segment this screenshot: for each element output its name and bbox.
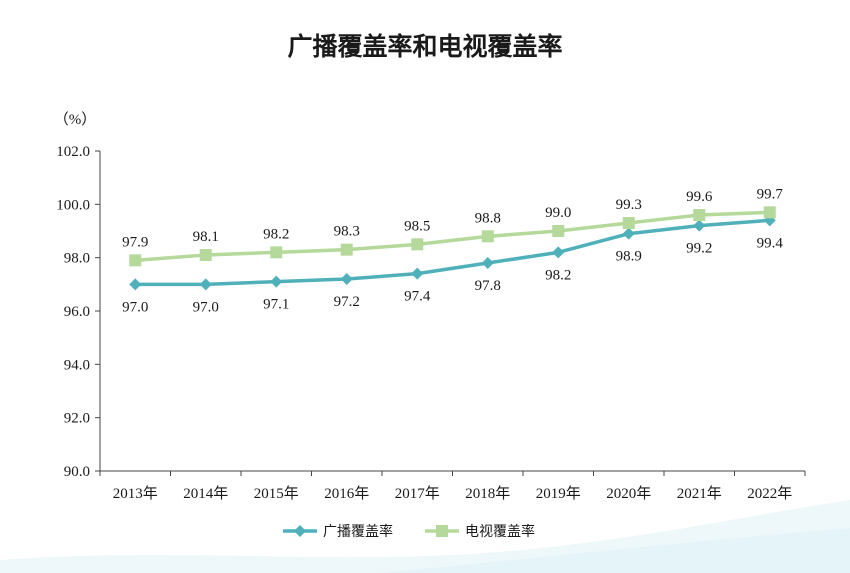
legend-swatch-marker (294, 525, 306, 537)
data-label: 98.8 (475, 210, 501, 226)
legend-item: 电视覆盖率 (425, 523, 535, 540)
chart-title: 广播覆盖率和电视覆盖率 (287, 32, 562, 61)
data-label: 99.7 (757, 186, 784, 202)
data-label: 99.2 (686, 241, 712, 257)
data-label: 98.1 (193, 229, 219, 245)
data-label: 98.9 (616, 249, 642, 265)
y-tick-label: 90.0 (64, 464, 90, 480)
axes: 90.0 92.0 94.0 96.0 98.0 100.0 102.0 2013年 2014年… (56, 144, 806, 502)
y-tick-label: 94.0 (64, 357, 90, 373)
data-point (340, 243, 353, 256)
background-wave-decoration (0, 500, 850, 573)
data-point (270, 246, 283, 259)
data-label: 97.4 (404, 289, 431, 305)
data-point (129, 254, 142, 267)
series-1: 97.0 97.0 97.1 97.2 97.4 97.8 98.2 98.9 99.2 99.4 (122, 214, 783, 315)
x-tick-label: 2019年 (536, 485, 581, 502)
data-point (199, 278, 212, 291)
x-tick-label: 2021年 (677, 485, 722, 502)
data-label: 99.4 (757, 235, 784, 251)
data-label: 97.2 (334, 294, 360, 310)
y-tick-label: 102.0 (56, 144, 90, 160)
data-label: 97.0 (193, 299, 219, 315)
x-tick-label: 2016年 (324, 485, 369, 502)
data-label: 98.3 (334, 224, 360, 240)
data-label: 97.1 (263, 297, 289, 313)
legend-swatch-marker (436, 525, 448, 537)
data-label: 97.0 (122, 299, 148, 315)
data-point (199, 249, 212, 261)
x-tick-label: 2015年 (254, 485, 299, 502)
data-point (411, 238, 424, 251)
x-tick-label: 2013年 (113, 485, 158, 502)
data-point (622, 227, 635, 240)
data-label: 98.5 (404, 218, 430, 234)
legend: 广播覆盖率 电视覆盖率 (283, 523, 535, 540)
data-point (693, 219, 706, 232)
data-label: 99.6 (686, 189, 713, 205)
data-point (481, 230, 494, 243)
x-tick-label: 2017年 (395, 485, 440, 502)
series-layer: 97.0 97.0 97.1 97.2 97.4 97.8 98.2 98.9 99.2 99.4… (122, 186, 783, 315)
data-point (340, 273, 353, 285)
legend-item: 广播覆盖率 (283, 523, 393, 540)
wave-shape (380, 528, 850, 573)
x-tick-label: 2020年 (606, 485, 651, 502)
data-label: 97.8 (475, 278, 501, 294)
data-point (129, 278, 142, 291)
y-tick-label: 98.0 (64, 251, 90, 267)
data-label: 98.2 (263, 226, 289, 242)
series-line (135, 218, 770, 287)
data-point (763, 206, 776, 219)
legend-label: 电视覆盖率 (465, 523, 535, 540)
series-line (135, 210, 770, 263)
x-tick-label: 2014年 (183, 485, 228, 502)
data-point (481, 257, 494, 269)
data-point (552, 225, 565, 237)
data-label: 98.2 (545, 267, 571, 283)
y-axis-unit-label: （%） (54, 111, 97, 128)
y-tick-label: 100.0 (56, 197, 90, 213)
series-2: 97.9 98.1 98.2 98.3 98.5 98.8 99.0 99.3 99.6 99.7 (122, 186, 784, 267)
x-tick-label: 2022年 (747, 485, 792, 502)
data-point (622, 217, 635, 229)
data-point (693, 209, 706, 221)
y-tick-label: 92.0 (64, 411, 90, 427)
data-point (552, 246, 565, 259)
data-point (411, 267, 424, 280)
data-label: 99.0 (545, 205, 571, 221)
y-tick-label: 96.0 (64, 304, 90, 320)
data-label: 97.9 (122, 234, 148, 250)
x-tick-label: 2018年 (465, 485, 510, 502)
data-label: 99.3 (616, 197, 642, 213)
data-point (270, 275, 283, 288)
legend-label: 广播覆盖率 (323, 523, 393, 540)
